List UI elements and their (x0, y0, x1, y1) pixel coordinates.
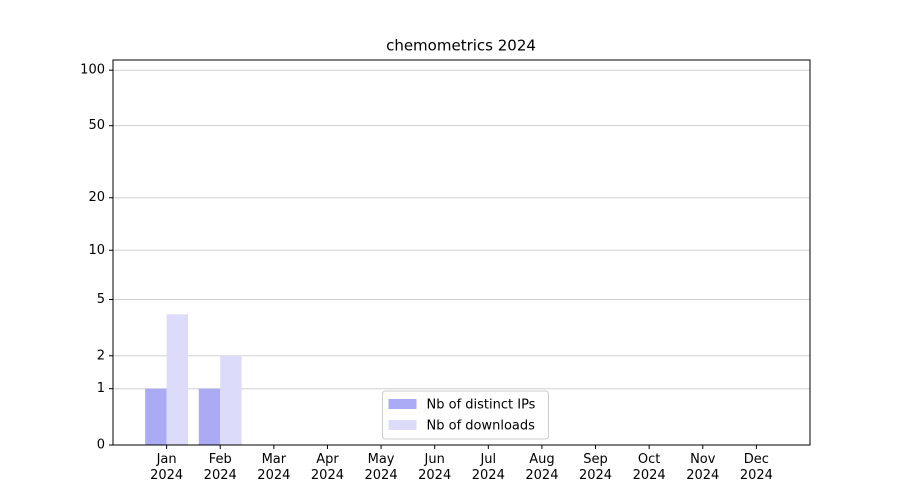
x-tick-label: Apr 2024 (310, 452, 344, 483)
y-tick-label: 0 (97, 438, 105, 453)
x-tick-label: May 2024 (364, 452, 398, 483)
legend-swatch (388, 399, 417, 409)
x-tick-label: Dec 2024 (739, 452, 773, 483)
x-tick-label: Aug 2024 (525, 452, 559, 483)
legend-label: Nb of downloads (427, 419, 536, 434)
x-tick-label: Oct 2024 (632, 452, 666, 483)
legend-swatch (388, 420, 417, 430)
legend-label: Nb of distinct IPs (427, 398, 536, 413)
y-tick-label: 50 (88, 118, 105, 133)
x-tick-label: Jul 2024 (471, 452, 505, 483)
y-tick-label: 10 (88, 243, 105, 258)
x-tick-label: Nov 2024 (686, 452, 720, 483)
x-tick-label: Jan 2024 (150, 452, 184, 483)
x-tick-label: Sep 2024 (578, 452, 613, 483)
y-tick-label: 5 (97, 292, 105, 307)
chart-title: chemometrics 2024 (386, 37, 536, 55)
y-tick-label: 20 (88, 190, 105, 205)
bar (198, 388, 221, 445)
y-tick-label: 100 (80, 63, 105, 78)
y-tick-label: 2 (97, 348, 105, 363)
x-tick-label: Mar 2024 (257, 452, 291, 483)
plot-frame (112, 59, 811, 446)
bar (145, 388, 167, 445)
legend-box (382, 390, 549, 440)
bar (220, 355, 242, 445)
y-tick-label: 1 (97, 381, 105, 396)
bar (166, 314, 189, 445)
x-tick-label: Jun 2024 (418, 452, 452, 483)
x-tick-label: Feb 2024 (203, 452, 237, 483)
